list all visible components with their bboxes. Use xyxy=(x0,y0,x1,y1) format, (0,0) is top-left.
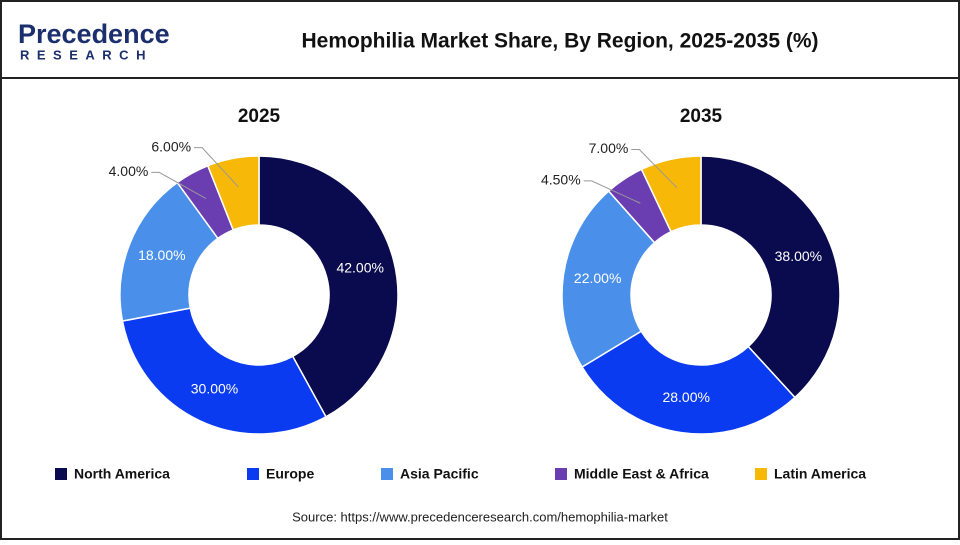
donut-segment xyxy=(206,155,260,231)
data-label: 6.00% xyxy=(151,138,191,154)
legend-label: North America xyxy=(74,466,170,482)
legend-swatch xyxy=(755,468,767,480)
leader-line xyxy=(194,147,239,188)
donut-segment xyxy=(640,155,702,233)
legend-label: Middle East & Africa xyxy=(574,466,709,482)
legend-label: Asia Pacific xyxy=(400,466,479,482)
data-label: 18.00% xyxy=(138,247,185,263)
data-label: 30.00% xyxy=(191,380,238,396)
donut-title: 2035 xyxy=(680,106,723,127)
donut-segment xyxy=(121,307,327,435)
legend-swatch xyxy=(247,468,259,480)
leader-line xyxy=(631,149,678,189)
donut-segment xyxy=(258,155,399,418)
data-label: 42.00% xyxy=(336,260,383,276)
logo: Precedence xyxy=(18,19,170,49)
donut-segment xyxy=(119,181,219,322)
legend-swatch xyxy=(55,468,67,480)
logo-sub: RESEARCH xyxy=(20,47,153,62)
data-label: 7.00% xyxy=(589,140,629,156)
leader-line xyxy=(151,171,207,200)
data-label: 4.50% xyxy=(541,172,581,188)
chart-title: Hemophilia Market Share, By Region, 2025… xyxy=(301,30,818,53)
leader-line xyxy=(583,180,641,204)
data-label: 28.00% xyxy=(662,389,709,405)
data-label: 4.00% xyxy=(109,163,149,179)
data-label: 38.00% xyxy=(775,248,822,264)
legend-label: Latin America xyxy=(774,466,866,482)
legend-swatch xyxy=(555,468,567,480)
donut-title: 2025 xyxy=(238,106,281,127)
legend-swatch xyxy=(381,468,393,480)
donut-segment xyxy=(581,330,796,435)
donut-segment xyxy=(700,155,841,399)
source: Source: https://www.precedenceresearch.c… xyxy=(292,509,668,524)
data-label: 22.00% xyxy=(574,270,621,286)
donut-segment xyxy=(561,190,656,369)
legend-label: Europe xyxy=(266,466,314,482)
